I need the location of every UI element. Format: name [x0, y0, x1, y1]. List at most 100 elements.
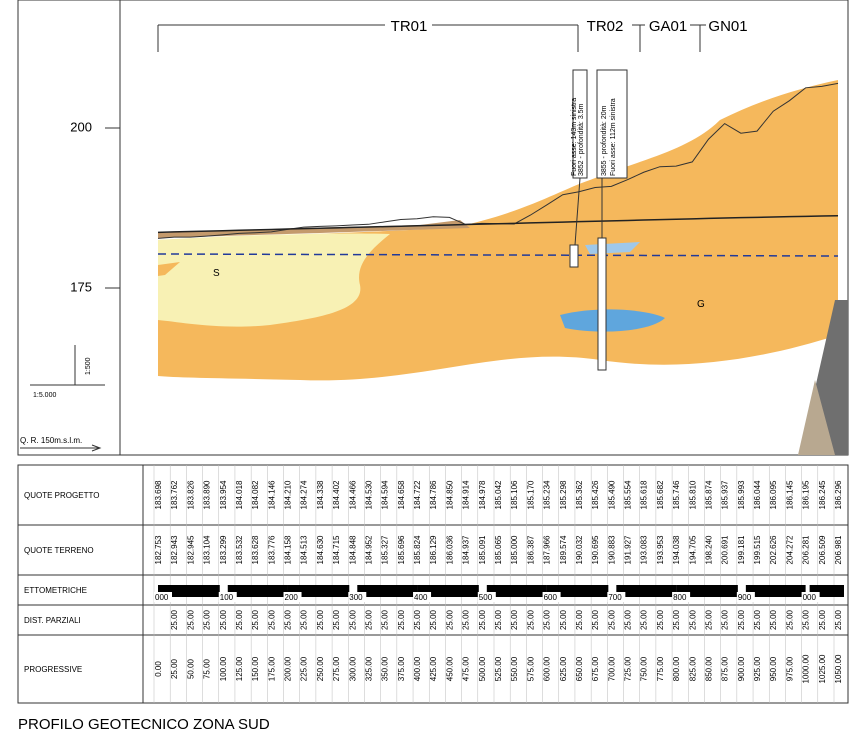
- cell-value: 185.810: [688, 480, 697, 509]
- cell-value: 25.00: [737, 609, 746, 630]
- cell-value: 202.626: [769, 535, 778, 564]
- cell-value: 199.515: [753, 535, 762, 564]
- datum-label: Q. R. 150m.s.l.m.: [20, 436, 82, 445]
- cell-value: 25.00: [397, 609, 406, 630]
- cell-value: 25.00: [494, 609, 503, 630]
- cell-value: 185.426: [591, 480, 600, 509]
- cell-value: 900.00: [737, 656, 746, 681]
- cell-value: 190.883: [607, 535, 616, 564]
- cell-value: 675.00: [591, 656, 600, 681]
- cell-value: 25.00: [316, 609, 325, 630]
- cell-value: 185.106: [510, 480, 519, 509]
- cell-value: 193.083: [640, 535, 649, 564]
- cell-value: 184.850: [445, 480, 454, 509]
- cell-value: 184.630: [316, 535, 325, 564]
- cell-value: 184.274: [300, 480, 309, 509]
- cell-value: 250.00: [316, 656, 325, 681]
- row-label: QUOTE TERRENO: [24, 546, 94, 555]
- hectometer-label: 800: [673, 593, 687, 602]
- cell-value: 184.158: [284, 535, 293, 564]
- cell-value: 184.786: [429, 480, 438, 509]
- cell-value: 425.00: [429, 656, 438, 681]
- cell-value: 100.00: [219, 656, 228, 681]
- cell-value: 182.753: [154, 535, 163, 564]
- borehole-label: 3852 - profondità: 3.5m: [578, 103, 585, 176]
- cell-value: 25.00: [300, 609, 309, 630]
- borehole-label: 3855 - profondità: 20m: [601, 105, 608, 176]
- cell-value: 186.195: [802, 480, 811, 509]
- cell-value: 25.00: [203, 609, 212, 630]
- section-label: GA01: [649, 18, 687, 35]
- cell-value: 850.00: [704, 656, 713, 681]
- cell-value: 750.00: [640, 656, 649, 681]
- hectometer-label: 500: [479, 593, 493, 602]
- cell-value: 25.00: [251, 609, 260, 630]
- hectometer-label: 000: [155, 593, 169, 602]
- cell-value: 975.00: [785, 656, 794, 681]
- cell-value: 190.695: [591, 535, 600, 564]
- cell-value: 825.00: [688, 656, 697, 681]
- cell-value: 185.696: [397, 535, 406, 564]
- cell-value: 183.776: [267, 535, 276, 564]
- cell-value: 25.00: [429, 609, 438, 630]
- cell-value: 625.00: [559, 656, 568, 681]
- cell-value: 25.00: [688, 609, 697, 630]
- cell-value: 0.00: [154, 661, 163, 677]
- cell-value: 184.082: [251, 480, 260, 509]
- cell-value: 25.00: [332, 609, 341, 630]
- row-label: PROGRESSIVE: [24, 665, 82, 674]
- cell-value: 183.104: [203, 535, 212, 564]
- cell-value: 183.826: [186, 480, 195, 509]
- cell-value: 186.044: [753, 480, 762, 509]
- cell-value: 25.00: [769, 609, 778, 630]
- cell-value: 186.095: [769, 480, 778, 509]
- cell-value: 25.00: [186, 609, 195, 630]
- cell-value: 184.146: [267, 480, 276, 509]
- soil-label: G: [697, 299, 705, 310]
- cell-value: 183.532: [235, 535, 244, 564]
- cell-value: 300.00: [348, 656, 357, 681]
- hectometer-label: 400: [414, 593, 428, 602]
- cell-value: 184.848: [348, 535, 357, 564]
- cell-value: 25.00: [753, 609, 762, 630]
- cell-value: 185.618: [640, 480, 649, 509]
- section-bracket: [158, 25, 706, 52]
- cell-value: 186.129: [429, 535, 438, 564]
- cell-value: 184.715: [332, 535, 341, 564]
- cell-value: 185.234: [543, 480, 552, 509]
- cell-value: 25.00: [624, 609, 633, 630]
- cell-value: 50.00: [186, 658, 195, 679]
- section-label: GN01: [708, 18, 747, 35]
- cell-value: 184.952: [364, 535, 373, 564]
- cell-value: 950.00: [769, 656, 778, 681]
- cell-value: 198.240: [704, 535, 713, 564]
- hectometer-label: 600: [544, 593, 558, 602]
- cell-value: 275.00: [332, 656, 341, 681]
- sheet-title: PROFILO GEOTECNICO ZONA SUD: [18, 716, 270, 733]
- section-label: TR02: [587, 18, 624, 35]
- cell-value: 25.00: [170, 658, 179, 679]
- cell-value: 183.628: [251, 535, 260, 564]
- cell-value: 350.00: [381, 656, 390, 681]
- hectometer-label: 900: [738, 593, 752, 602]
- cell-value: 125.00: [235, 656, 244, 681]
- cell-value: 25.00: [672, 609, 681, 630]
- cell-value: 150.00: [251, 656, 260, 681]
- cell-value: 185.170: [526, 480, 535, 509]
- soil-label: S: [213, 268, 220, 279]
- cell-value: 25.00: [785, 609, 794, 630]
- cell-value: 500.00: [478, 656, 487, 681]
- cell-value: 25.00: [348, 609, 357, 630]
- cell-value: 25.00: [219, 609, 228, 630]
- cell-value: 25.00: [543, 609, 552, 630]
- cell-value: 175.00: [267, 656, 276, 681]
- cell-value: 1025.00: [818, 654, 827, 683]
- cell-value: 185.824: [413, 535, 422, 564]
- cell-value: 184.210: [284, 480, 293, 509]
- cell-value: 184.722: [413, 480, 422, 509]
- cell-value: 200.691: [721, 535, 730, 564]
- cell-value: 25.00: [413, 609, 422, 630]
- cell-value: 184.402: [332, 480, 341, 509]
- hectometer-label: 100: [220, 593, 234, 602]
- cell-value: 186.036: [445, 535, 454, 564]
